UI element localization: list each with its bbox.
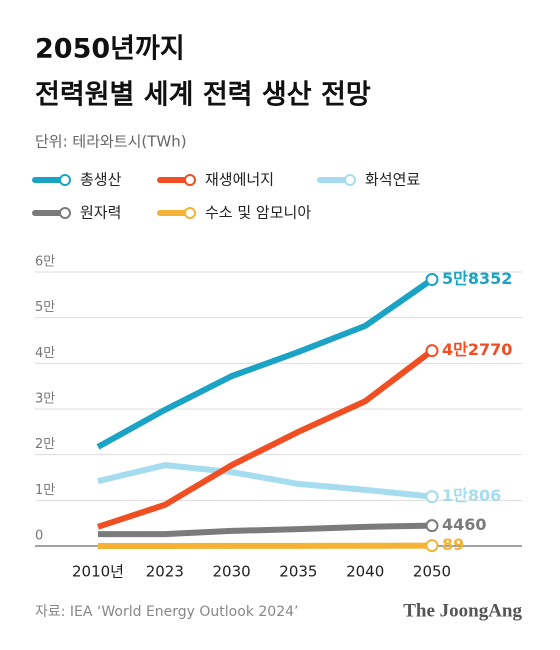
end-marker	[425, 519, 439, 533]
legend-marker	[59, 207, 71, 219]
y-tick-label: 4만	[35, 346, 55, 361]
end-marker	[425, 539, 439, 553]
y-tick-label: 5만	[35, 300, 55, 315]
y-tick-label: 3만	[35, 392, 55, 407]
value-label: 1만806	[442, 486, 501, 505]
x-tick-label: 2050	[413, 563, 451, 581]
series-line	[97, 462, 433, 500]
legend-label: 화석연료	[365, 171, 420, 189]
legend-marker	[59, 174, 71, 186]
y-tick-label: 0	[35, 529, 43, 544]
value-label: 5만8352	[442, 269, 512, 288]
x-tick-label: 2023	[146, 563, 184, 581]
series-line	[97, 348, 434, 530]
chart-title: 전력원별 세계 전력 생산 전망	[35, 80, 371, 111]
legend-marker	[344, 174, 356, 186]
legend-marker	[184, 207, 196, 219]
brand: The JoongAng	[403, 600, 522, 621]
y-tick-label: 6만	[35, 255, 55, 270]
source: 자료: IEA ‘World Energy Outlook 2024’	[35, 604, 298, 620]
y-tick-label: 1만	[35, 483, 55, 498]
y-tick-label: 2만	[35, 437, 55, 452]
end-marker	[425, 344, 439, 358]
series-line	[96, 277, 434, 450]
legend-label: 수소 및 암모니아	[205, 204, 311, 222]
value-label: 89	[442, 535, 464, 554]
chart-title: 2050년까지	[35, 34, 185, 65]
value-label: 4460	[442, 515, 487, 534]
legend-marker	[184, 174, 196, 186]
x-tick-label: 2040	[346, 563, 384, 581]
subtitle: 단위: 테라와트시(TWh)	[35, 133, 187, 151]
end-marker	[425, 273, 439, 287]
value-label: 4만2770	[442, 340, 512, 359]
x-tick-label: 2035	[279, 563, 317, 581]
end-marker	[425, 490, 439, 504]
x-tick-label: 2010년	[72, 563, 124, 581]
legend-label: 원자력	[80, 204, 121, 222]
series-line	[98, 522, 433, 538]
legend-label: 재생에너지	[205, 171, 274, 189]
legend-label: 총생산	[80, 171, 122, 189]
x-tick-label: 2030	[213, 563, 251, 581]
